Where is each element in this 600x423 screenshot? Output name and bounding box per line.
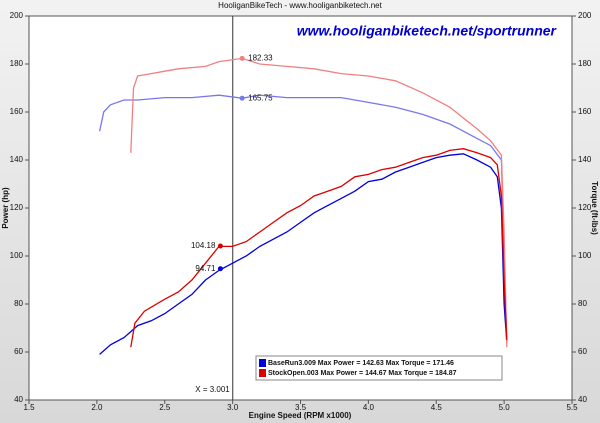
x-tick-label: 3.0 <box>227 403 239 412</box>
cursor-label: X = 3.001 <box>195 385 230 394</box>
legend <box>255 355 503 381</box>
legend-label: BaseRun3.009 Max Power = 142.63 Max Torq… <box>268 360 454 367</box>
legend-swatch <box>259 359 266 367</box>
marker-label: 182.33 <box>248 54 273 63</box>
y-axis-title: Power (hp) <box>1 187 10 229</box>
x-axis-title: Engine Speed (RPM x1000) <box>249 411 352 420</box>
y2-tick-label: 60 <box>578 347 587 356</box>
y-tick-label: 140 <box>10 155 24 164</box>
marker <box>239 55 245 61</box>
y-tick-label: 160 <box>10 107 24 116</box>
x-tick-label: 2.0 <box>91 403 103 412</box>
legend-label: StockOpen.003 Max Power = 144.67 Max Tor… <box>268 370 457 377</box>
chart-title: HooliganBikeTech - www.hooliganbiketech.… <box>218 1 382 10</box>
y2-tick-label: 120 <box>578 203 592 212</box>
y2-tick-label: 200 <box>578 11 592 20</box>
x-tick-label: 4.0 <box>363 403 375 412</box>
y2-tick-label: 180 <box>578 59 592 68</box>
y2-tick-label: 40 <box>578 395 587 404</box>
y-tick-label: 180 <box>10 59 24 68</box>
power-line <box>130 148 508 348</box>
marker <box>239 95 245 101</box>
x-tick-label: 1.5 <box>23 403 35 412</box>
marker <box>217 243 223 249</box>
y-tick-label: 120 <box>10 203 24 212</box>
y2-axis-title: Torque (ft-lbs) <box>590 181 599 235</box>
marker-label: 94.71 <box>195 264 216 273</box>
plot-area <box>28 15 573 401</box>
y-tick-label: 40 <box>14 395 23 404</box>
y-tick-label: 60 <box>14 347 23 356</box>
legend-swatch <box>259 369 266 377</box>
y2-tick-label: 80 <box>578 299 587 308</box>
marker-label: 104.18 <box>191 241 216 250</box>
torque-line <box>130 57 508 348</box>
y2-tick-label: 140 <box>578 155 592 164</box>
x-tick-label: 2.5 <box>159 403 171 412</box>
y-tick-label: 80 <box>14 299 23 308</box>
y2-tick-label: 160 <box>578 107 592 116</box>
torque-line <box>98 94 508 341</box>
y-tick-label: 200 <box>10 11 24 20</box>
x-tick-label: 3.5 <box>295 403 307 412</box>
power-line <box>99 153 508 355</box>
y2-tick-label: 100 <box>578 251 592 260</box>
y-tick-label: 100 <box>10 251 24 260</box>
marker-label: 165.75 <box>248 93 273 102</box>
x-tick-label: 4.5 <box>431 403 443 412</box>
x-tick-label: 5.5 <box>566 403 578 412</box>
watermark: www.hooliganbiketech.net/sportrunner <box>297 23 558 39</box>
marker <box>217 266 223 272</box>
x-tick-label: 5.0 <box>499 403 511 412</box>
